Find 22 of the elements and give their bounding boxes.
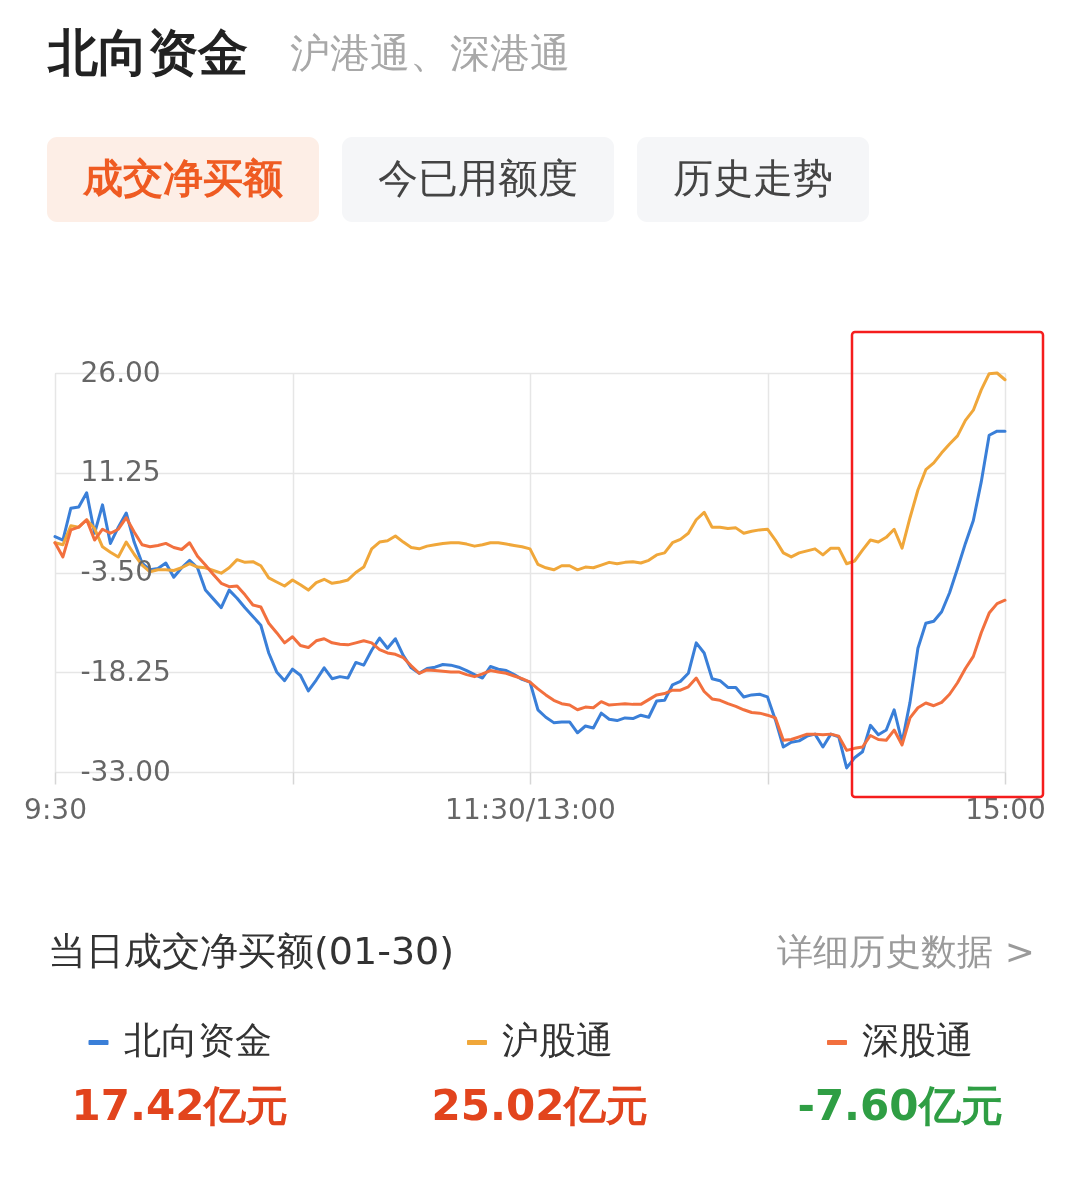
text: 成交净买额 [82,155,283,201]
y-tick-label: -18.25 [80,654,171,688]
text: 当日成交净买额(01-30) [48,929,455,973]
text: 详细历史数据 > [777,931,1035,972]
x-tick-label: 15:00 [965,792,1046,826]
legend-label: 北向资金 [123,1019,272,1062]
line-series [53,516,1007,752]
legend-label: 深股通 [862,1019,973,1062]
y-tick-label: 11.25 [80,455,161,489]
legend-label: 沪股通 [502,1019,613,1062]
text: 17.42亿元 [71,1081,289,1130]
x-tick-label: 9:30 [24,792,87,826]
y-tick-label: -33.00 [80,754,171,788]
chart-title: 北向资金 [47,24,248,82]
y-tick-label: -3.50 [80,555,153,588]
text: 25.02亿元 [431,1081,649,1130]
text: -7.60亿元 [797,1081,1003,1130]
y-tick-label: 26.00 [80,355,161,389]
text: 今已用额度 [378,155,578,201]
chart-subtitle: 沪港通、深港通 [290,30,570,76]
x-tick-label: 11:30/13:00 [445,792,616,826]
text: 历史走势 [673,155,833,201]
